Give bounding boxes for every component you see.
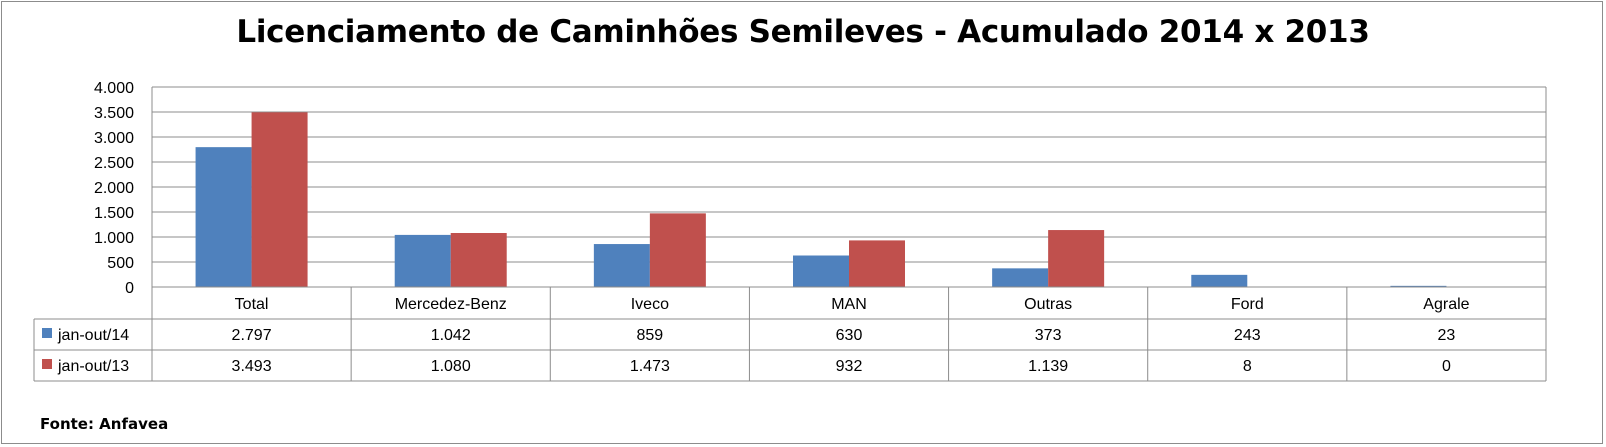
category-label: Total (235, 296, 269, 313)
category-label: Agrale (1423, 296, 1469, 313)
data-value: 8 (1243, 358, 1252, 375)
data-value: 1.042 (431, 327, 471, 344)
data-value: 1.080 (431, 358, 471, 375)
bar-series1 (195, 147, 252, 287)
data-value: 2.797 (232, 327, 272, 344)
bar-series1 (1191, 274, 1248, 287)
data-value: 630 (836, 327, 863, 344)
data-value: 0 (1442, 358, 1451, 375)
bar-series1 (992, 268, 1049, 287)
series-name: jan-out/14 (57, 327, 129, 344)
bar-series2 (649, 213, 706, 287)
y-tick-label: 3.500 (94, 105, 134, 122)
y-tick-label: 2.500 (94, 155, 134, 172)
y-tick-label: 1.500 (94, 205, 134, 222)
data-value: 373 (1035, 327, 1062, 344)
bar-series2 (251, 112, 308, 287)
bar-series1 (593, 244, 650, 287)
data-value: 243 (1234, 327, 1261, 344)
y-tick-label: 3.000 (94, 130, 134, 147)
bar-series1 (793, 255, 849, 287)
legend-key-series2 (42, 359, 52, 369)
bar-series2 (849, 240, 905, 287)
source-note: Fonte: Anfavea (40, 415, 169, 433)
data-value: 23 (1438, 327, 1456, 344)
chart-title: Licenciamento de Caminhões Semileves - A… (236, 14, 1370, 50)
category-label: MAN (831, 296, 867, 313)
series-name: jan-out/13 (57, 358, 129, 375)
bar-series2 (450, 233, 507, 287)
y-tick-label: 4.000 (94, 80, 134, 97)
bar-series1 (1390, 285, 1447, 287)
y-tick-label: 2.000 (94, 180, 134, 197)
legend-key-series1 (42, 328, 52, 338)
y-tick-label: 0 (125, 280, 134, 297)
category-label: Ford (1231, 296, 1264, 313)
data-value: 932 (836, 358, 863, 375)
y-tick-label: 1.000 (94, 230, 134, 247)
category-label: Outras (1024, 296, 1072, 313)
data-value: 1.473 (630, 358, 670, 375)
data-value: 1.139 (1028, 358, 1068, 375)
bar-series2 (1048, 230, 1105, 287)
y-tick-label: 500 (107, 255, 134, 272)
category-label: Mercedez-Benz (395, 296, 507, 313)
bar-series1 (394, 234, 451, 287)
data-value: 859 (637, 327, 664, 344)
category-label: Iveco (631, 296, 669, 313)
data-value: 3.493 (232, 358, 272, 375)
